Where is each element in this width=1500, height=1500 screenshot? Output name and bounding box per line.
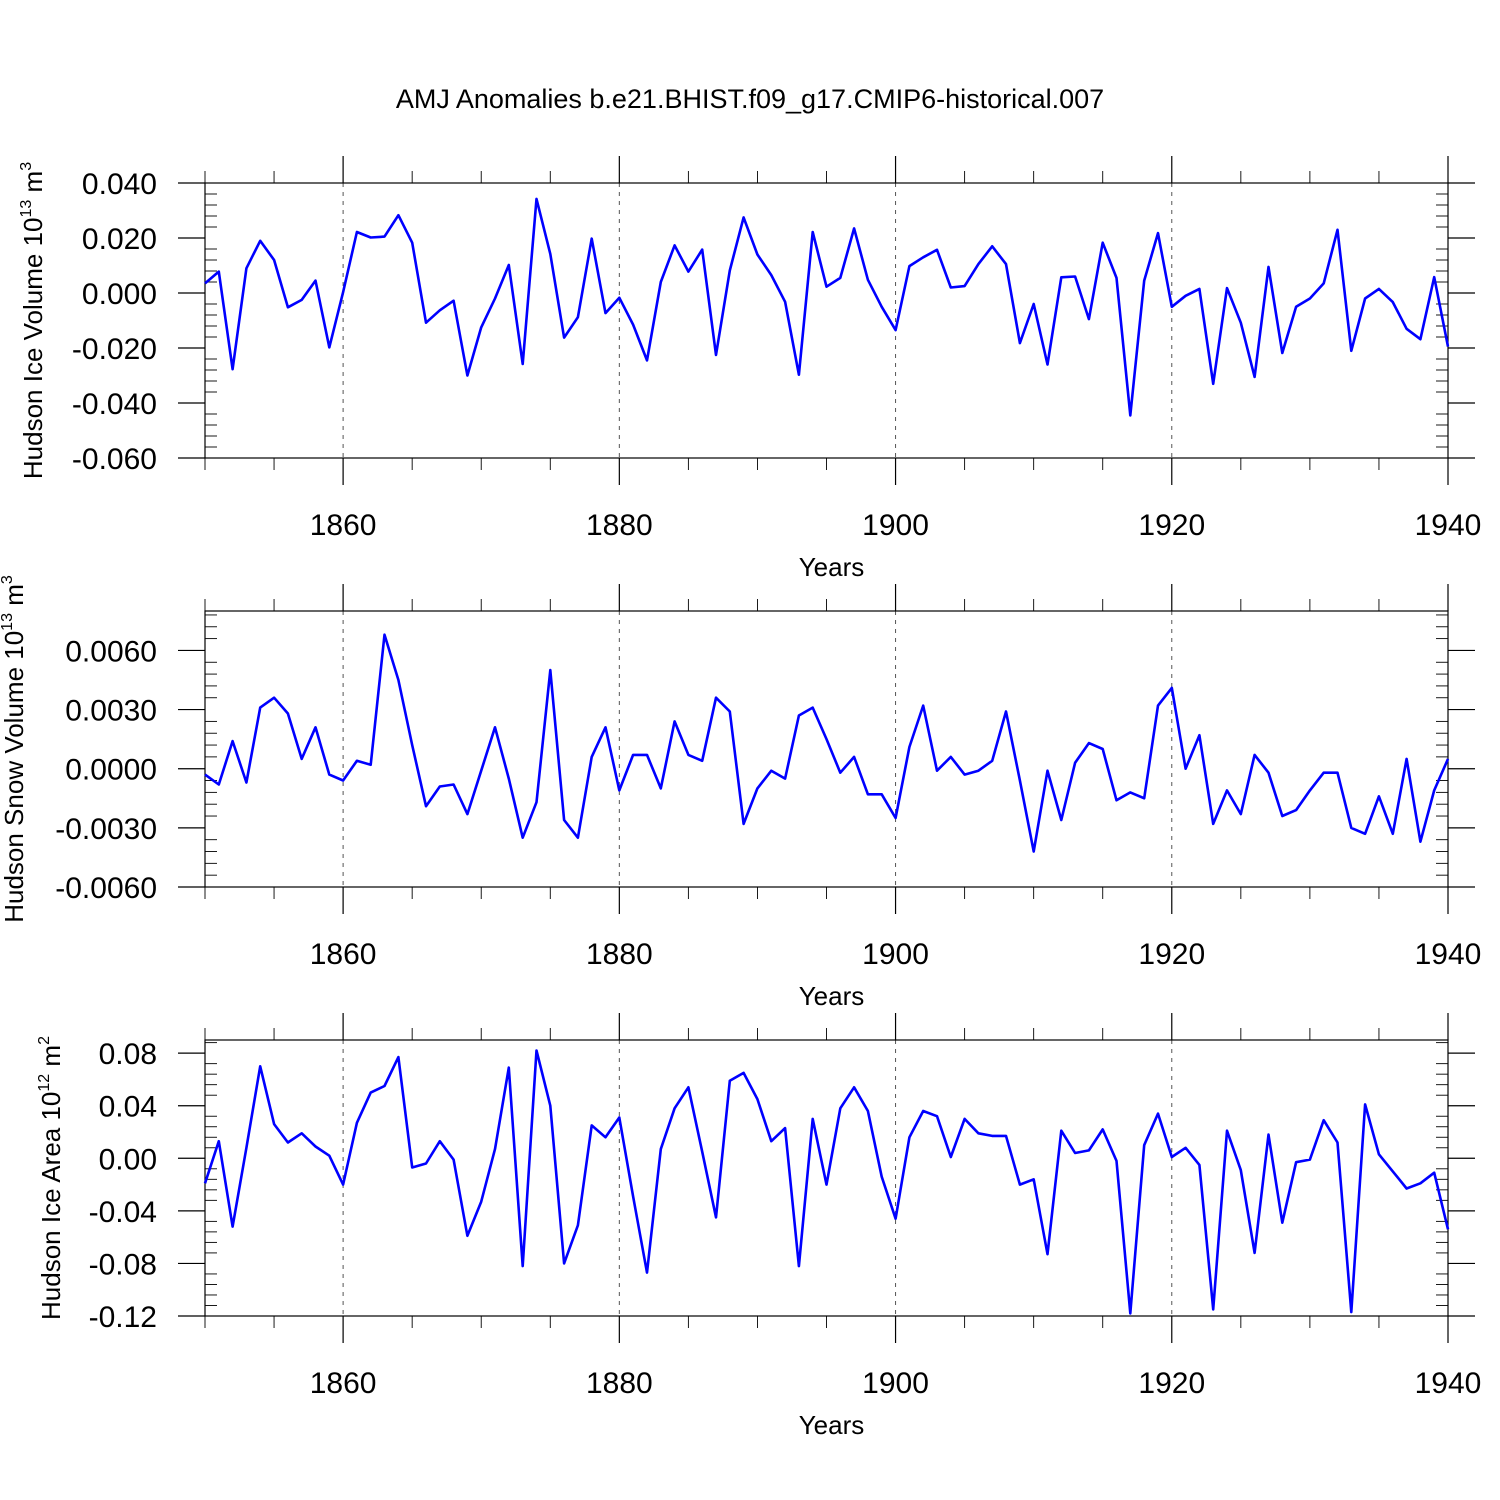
- y-tick-label: 0.000: [82, 278, 157, 311]
- y-axis-title: Hudson Ice Volume 1013 m3: [18, 162, 48, 479]
- series-line: [203, 1049, 1450, 1315]
- panel-2: 0.0060 0.0030 0.0000 -0.0030 -0.0060 1860 1880…: [0, 575, 1481, 1011]
- panel-3: 0.08 0.04 0.00 -0.04 -0.08 -0.12 1860 1880 1900 1…: [36, 1013, 1481, 1440]
- series-line: [204, 633, 1450, 853]
- y-tick-label: -0.08: [89, 1248, 157, 1281]
- y-tick-label: -0.12: [89, 1301, 157, 1334]
- y-axis-title: Hudson Ice Area 1012 m2: [36, 1036, 66, 1320]
- x-tick-label: 1880: [586, 509, 653, 542]
- y-tick-label: 0.08: [99, 1038, 157, 1071]
- chart-title: AMJ Anomalies b.e21.BHIST.f09_g17.CMIP6-…: [395, 84, 1105, 114]
- y-tick-label: 0.0000: [65, 754, 157, 787]
- plot-frame: [204, 610, 1449, 888]
- series-line: [204, 197, 1450, 417]
- x-tick-label: 1860: [310, 509, 377, 542]
- x-axis-title: Years: [799, 981, 865, 1011]
- x-tick-label: 1920: [1138, 1367, 1205, 1400]
- panel-1: 0.040 0.020 0.000 -0.020 -0.040 -0.060 1860 188…: [18, 156, 1481, 582]
- x-tick-label: 1860: [310, 938, 377, 971]
- y-tick-label: -0.0030: [55, 813, 157, 846]
- y-tick-label: 0.0060: [65, 635, 157, 668]
- x-tick-label: 1860: [310, 1367, 377, 1400]
- y-tick-label: -0.0060: [55, 872, 157, 905]
- y-tick-label: -0.020: [72, 333, 157, 366]
- y-axis-title: Hudson Snow Volume 1013 m3: [0, 575, 29, 923]
- x-tick-label: 1920: [1138, 938, 1205, 971]
- y-tick-label: 0.020: [82, 223, 157, 256]
- x-tick-label: 1940: [1415, 509, 1482, 542]
- x-tick-label: 1880: [586, 938, 653, 971]
- y-tick-label: -0.04: [89, 1196, 157, 1229]
- y-tick-label: 0.00: [99, 1143, 157, 1176]
- x-tick-label: 1900: [862, 509, 929, 542]
- x-tick-label: 1900: [862, 938, 929, 971]
- x-axis-title: Years: [799, 552, 865, 582]
- y-tick-label: 0.0030: [65, 695, 157, 728]
- x-tick-label: 1940: [1415, 1367, 1482, 1400]
- y-tick-label: 0.040: [82, 168, 157, 201]
- x-tick-label: 1940: [1415, 938, 1482, 971]
- x-axis-title: Years: [799, 1410, 865, 1440]
- y-tick-label: 0.04: [99, 1091, 157, 1124]
- x-tick-label: 1900: [862, 1367, 929, 1400]
- x-tick-label: 1920: [1138, 509, 1205, 542]
- x-tick-label: 1880: [586, 1367, 653, 1400]
- y-tick-label: -0.060: [72, 443, 157, 476]
- y-tick-label: -0.040: [72, 388, 157, 421]
